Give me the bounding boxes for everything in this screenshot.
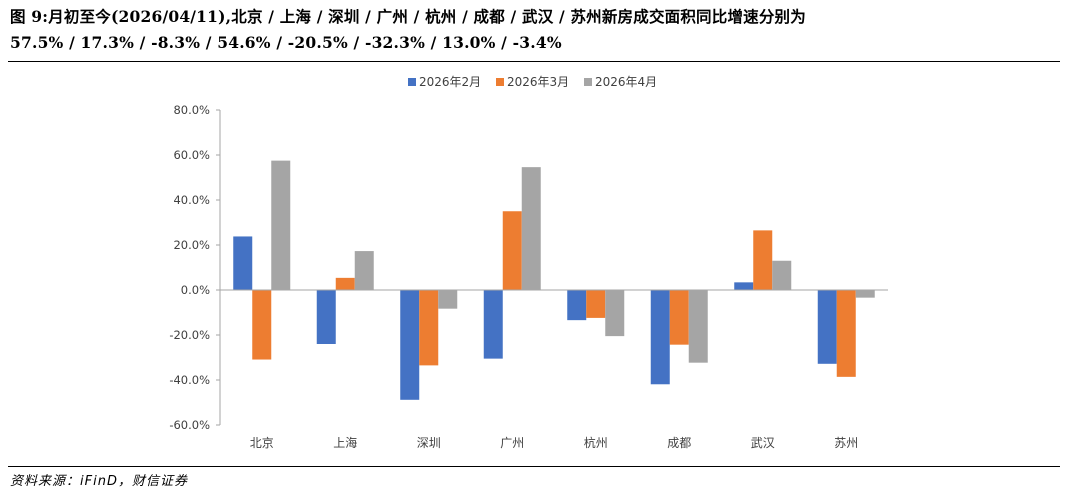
x-tick-label: 上海 <box>333 435 357 450</box>
legend-swatch-3 <box>584 78 592 86</box>
bar-3-广州 <box>521 167 541 290</box>
bar-1-北京 <box>233 236 253 290</box>
bar-2-广州 <box>502 211 522 290</box>
bottom-rule <box>8 466 1060 467</box>
bar-3-苏州 <box>855 290 875 298</box>
y-tick-label: -20.0% <box>169 328 210 342</box>
x-tick-label: 苏州 <box>834 436 858 450</box>
chart-legend: 2026年2月 2026年3月 2026年4月 <box>408 75 657 89</box>
x-tick-label: 广州 <box>500 436 524 450</box>
bar-1-杭州 <box>567 290 587 321</box>
x-tick-label: 武汉 <box>751 436 775 450</box>
legend-label-3: 2026年4月 <box>595 75 657 89</box>
x-tick-label: 成都 <box>667 436 691 450</box>
bar-1-广州 <box>483 290 503 359</box>
x-axis: 北京 上海 深圳 广州 杭州 成都 武汉 苏州 <box>220 289 888 450</box>
legend-swatch-1 <box>408 78 416 86</box>
bar-2-苏州 <box>836 290 856 377</box>
figure-title: 图 9:月初至今(2026/04/11),北京 / 上海 / 深圳 / 广州 /… <box>10 4 1060 56</box>
bar-2-成都 <box>669 290 689 345</box>
bar-2-杭州 <box>586 290 606 318</box>
x-tick-label: 北京 <box>250 436 274 450</box>
top-rule <box>8 61 1060 62</box>
legend-label-2: 2026年3月 <box>507 75 569 89</box>
bar-2-北京 <box>252 290 272 360</box>
y-tick-label: 20.0% <box>173 238 210 252</box>
bar-3-深圳 <box>438 290 458 309</box>
x-tick-label: 深圳 <box>417 436 441 450</box>
bar-chart: 2026年2月 2026年3月 2026年4月 80.0% 60.0% 40.0% 20.… <box>169 75 888 450</box>
y-tick-label: -40.0% <box>169 373 210 387</box>
bar-3-武汉 <box>772 260 792 290</box>
y-tick-label: 60.0% <box>173 148 210 162</box>
bar-3-成都 <box>688 290 708 363</box>
bar-2-武汉 <box>753 230 773 290</box>
bar-2-深圳 <box>419 290 439 366</box>
legend-swatch-2 <box>496 78 504 86</box>
source-note: 资料来源：iFinD，财信证券 <box>10 474 188 489</box>
bar-1-武汉 <box>734 282 754 290</box>
y-tick-label: 0.0% <box>181 283 210 297</box>
bar-3-北京 <box>271 160 291 290</box>
legend-label-1: 2026年2月 <box>419 75 481 89</box>
y-tick-label: -60.0% <box>169 418 210 432</box>
bar-3-杭州 <box>605 290 625 337</box>
y-tick-label: 40.0% <box>173 193 210 207</box>
bar-1-深圳 <box>400 290 420 400</box>
bar-1-上海 <box>316 290 336 344</box>
x-tick-label: 杭州 <box>584 435 608 450</box>
y-axis: 80.0% 60.0% 40.0% 20.0% 0.0% -20.0% -40.0% -60.… <box>169 103 221 432</box>
figure-title-line-1: 图 9:月初至今(2026/04/11),北京 / 上海 / 深圳 / 广州 /… <box>10 7 806 26</box>
bar-2-上海 <box>335 277 355 290</box>
figure-title-line-2: 57.5% / 17.3% / -8.3% / 54.6% / -20.5% /… <box>10 33 562 52</box>
bar-1-苏州 <box>817 290 837 364</box>
y-tick-label: 80.0% <box>173 103 210 117</box>
bar-1-成都 <box>650 290 670 385</box>
bar-3-上海 <box>354 251 374 290</box>
bar-series-group <box>233 160 875 400</box>
